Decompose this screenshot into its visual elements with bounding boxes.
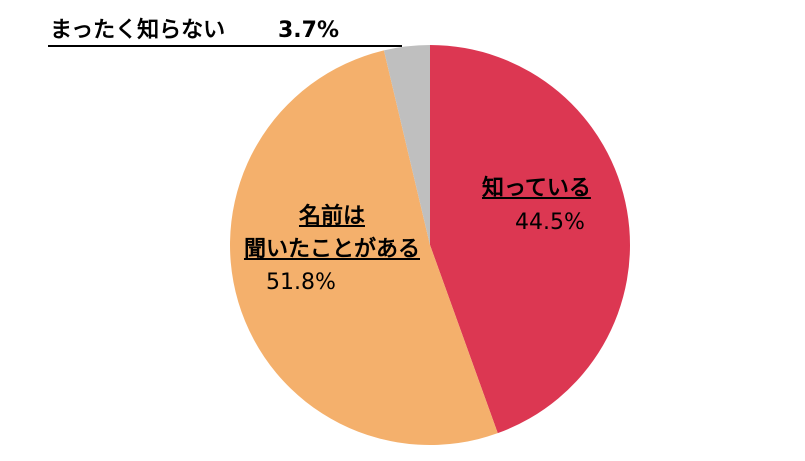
- slice-label: 名前は 聞いたことがある: [243, 204, 420, 262]
- slice-value-label: 3.7%: [278, 18, 340, 43]
- slice-value-label: 44.5%: [515, 210, 585, 235]
- slice-value-label: 51.8%: [266, 270, 336, 295]
- pie-slice: [229, 50, 498, 446]
- pie-slice: [430, 45, 630, 434]
- pie-slice: [383, 45, 430, 245]
- slice-label: 知っている: [482, 176, 591, 201]
- slice-label: まったく知らない: [50, 18, 226, 43]
